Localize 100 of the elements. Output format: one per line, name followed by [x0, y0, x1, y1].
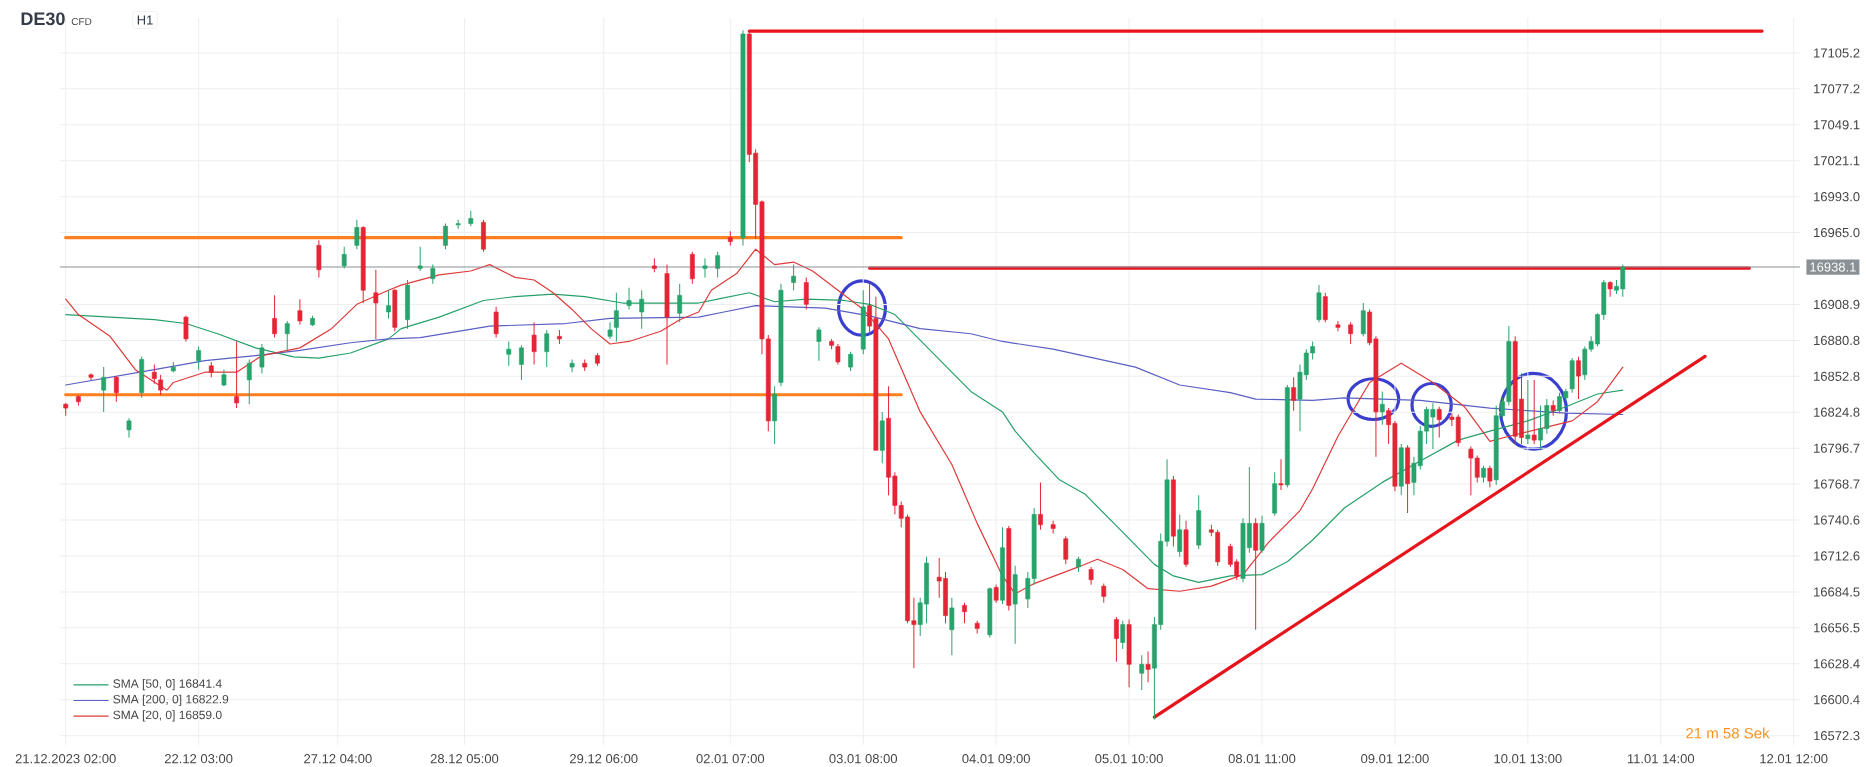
x-tick-label: 28.12 05:00 [430, 754, 499, 764]
candlestick [1436, 406, 1442, 439]
candlestick [158, 374, 164, 396]
y-tick-label: 17077.2 [1814, 84, 1860, 94]
ref-line-label: 16938.1 [1810, 262, 1856, 272]
candlestick [443, 223, 448, 250]
y-tick-label: 16796.7 [1814, 443, 1860, 453]
y-tick-label: 17049.1 [1814, 120, 1860, 130]
x-tick-label: 05.01 10:00 [1095, 754, 1163, 764]
candlestick [848, 351, 853, 372]
candlestick [962, 602, 967, 624]
y-tick-label: 16852.8 [1814, 371, 1860, 381]
candlestick [816, 326, 822, 362]
candlestick [1177, 513, 1183, 558]
candlestick [835, 343, 841, 366]
candlestick [1038, 481, 1043, 531]
x-tick-label: 22.12 03:00 [164, 754, 233, 764]
candlestick [607, 321, 613, 340]
y-tick-label: 16628.4 [1814, 659, 1860, 669]
legend-label: SMA [50, 0] 16841.4 [113, 678, 222, 691]
annotation: H1 [137, 15, 153, 25]
x-tick-label: 11.01 14:00 [1627, 754, 1695, 764]
candlestick [1278, 458, 1284, 491]
candlestick [544, 329, 550, 368]
candlestick [151, 364, 157, 385]
candlestick [1145, 650, 1151, 683]
x-tick-label: 03.01 08:00 [829, 754, 898, 764]
candlestick [1487, 465, 1493, 489]
candlestick [386, 289, 391, 319]
candlestick [455, 219, 461, 230]
candlestick [506, 340, 512, 367]
x-tick-label: 04.01 09:00 [962, 754, 1030, 764]
x-tick-label: 08.01 11:00 [1228, 754, 1296, 764]
candlestick [1531, 379, 1537, 445]
x-tick-label: 10.01 13:00 [1494, 754, 1562, 764]
candlestick [354, 219, 360, 250]
candlestick [417, 246, 423, 272]
y-tick-label: 16684.5 [1814, 587, 1860, 597]
candlestick [949, 597, 955, 656]
annotation: 21 m 58 Sek [1686, 727, 1770, 739]
y-tick-label: 16824.8 [1814, 407, 1860, 417]
candlestick [101, 366, 107, 413]
candlestick [1335, 320, 1341, 332]
y-tick-label: 16740.6 [1814, 515, 1860, 525]
candlestick [531, 321, 537, 366]
candlestick [1114, 616, 1119, 663]
candlestick [1322, 292, 1328, 323]
legend-label: SMA [20, 0] 16859.0 [113, 710, 222, 722]
candlestick [1101, 583, 1107, 604]
candlestick [234, 340, 239, 409]
candlestick [259, 343, 265, 374]
y-tick-label: 16965.0 [1814, 227, 1860, 238]
candlestick [88, 372, 94, 381]
legend-label: SMA [200, 0] 16822.9 [113, 694, 229, 706]
candlestick [1120, 620, 1126, 650]
y-tick-label: 17021.1 [1814, 156, 1860, 166]
x-tick-label: 27.12 04:00 [304, 754, 372, 764]
y-tick-label: 16768.7 [1814, 479, 1860, 489]
candlestick [1050, 520, 1056, 535]
chart-title: DE30 [21, 12, 65, 26]
candlestick [1525, 379, 1531, 445]
x-tick-label: 09.01 12:00 [1361, 754, 1429, 764]
line-series [65, 304, 1624, 416]
candlestick [1379, 390, 1385, 426]
candlestick [373, 269, 379, 340]
y-tick-label: 16656.5 [1814, 623, 1860, 633]
candlestick [791, 264, 796, 291]
y-tick-label: 16993.0 [1814, 192, 1860, 202]
y-tick-label: 16572.3 [1814, 731, 1860, 741]
candlestick [569, 358, 575, 373]
chart-subtitle: CFD [71, 18, 92, 26]
candlestick [284, 320, 290, 353]
candlestick [196, 346, 202, 371]
candlestick [1360, 302, 1366, 337]
candlestick [272, 294, 277, 339]
candlestick [246, 358, 252, 405]
candlestick [1063, 535, 1069, 565]
candlestick [341, 246, 347, 269]
x-tick-label: 12.01 12:00 [1760, 754, 1828, 764]
x-tick-label: 29.12 06:00 [570, 754, 638, 764]
y-tick-label: 16712.6 [1814, 551, 1860, 561]
x-tick-label: 21.12.2023 02:00 [15, 754, 116, 764]
candlestick [519, 344, 524, 381]
candlestick [715, 251, 721, 278]
candlestick [113, 375, 119, 403]
y-tick-label: 16908.9 [1814, 299, 1860, 310]
candlestick [1576, 356, 1581, 400]
candlestick [126, 417, 132, 439]
candlestick [297, 298, 303, 326]
candlestick [702, 257, 708, 278]
candlestick [430, 264, 436, 285]
y-tick-label: 16880.8 [1814, 335, 1860, 346]
candlestick [1348, 321, 1353, 345]
candlestick [803, 276, 809, 310]
y-tick-label: 16600.4 [1814, 695, 1860, 705]
candlestick [183, 315, 189, 342]
candlestick [1607, 280, 1613, 298]
candlestick [1139, 654, 1145, 691]
candlestick [1291, 376, 1297, 412]
candlestick [493, 306, 499, 339]
